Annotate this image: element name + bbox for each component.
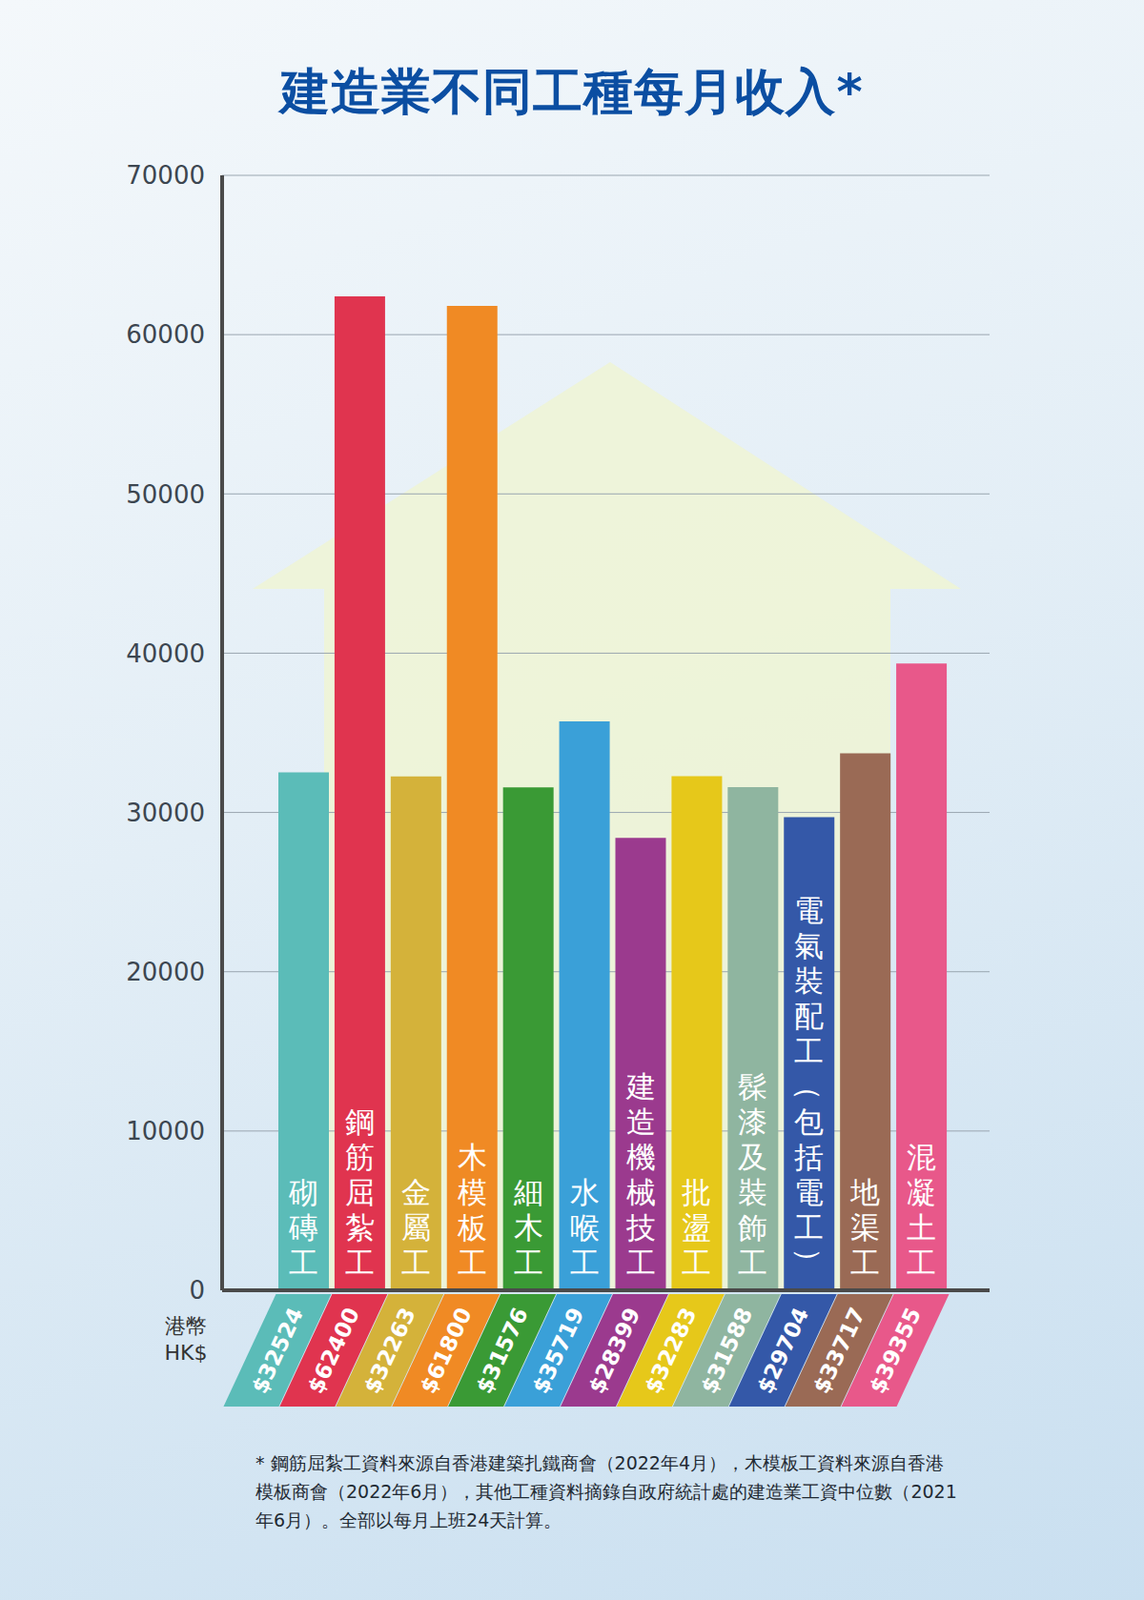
svg-text:工: 工 [906, 1246, 937, 1281]
svg-text:工: 工 [794, 1034, 824, 1069]
svg-text:括: 括 [794, 1140, 824, 1175]
svg-text:工: 工 [513, 1246, 544, 1281]
html-text:港幣: 港幣 [164, 1314, 207, 1339]
svg-text:砌: 砌 [287, 1175, 319, 1210]
svg-text:土: 土 [906, 1210, 937, 1246]
svg-text:$28399: $28399 [583, 1304, 645, 1398]
svg-text:髹: 髹 [737, 1069, 768, 1104]
svg-text:10000: 10000 [125, 1117, 205, 1146]
svg-text:金: 金 [401, 1175, 431, 1210]
svg-text:凝: 凝 [906, 1175, 937, 1210]
svg-text:批: 批 [681, 1175, 712, 1210]
svg-text:裝: 裝 [737, 1175, 768, 1210]
svg-text:$39355: $39355 [864, 1304, 926, 1398]
html-text:建造業不同工種每月收入*: 建造業不同工種每月收入* [280, 62, 864, 121]
svg-text:磚: 磚 [287, 1210, 319, 1246]
svg-text:40000: 40000 [125, 639, 205, 669]
svg-text:木: 木 [513, 1210, 544, 1246]
svg-text:$33717: $33717 [808, 1304, 870, 1398]
svg-text:$35719: $35719 [527, 1304, 589, 1398]
html-text:HK$: HK$ [164, 1341, 208, 1366]
svg-text:紮: 紮 [345, 1210, 375, 1246]
svg-text:配: 配 [794, 999, 824, 1034]
svg-text:$29704: $29704 [752, 1304, 814, 1398]
svg-text:建: 建 [625, 1069, 656, 1104]
svg-text:模: 模 [457, 1175, 488, 1210]
svg-text:筋: 筋 [345, 1140, 375, 1175]
svg-text:混: 混 [906, 1140, 937, 1175]
svg-text:漆: 漆 [737, 1104, 768, 1140]
svg-text:細: 細 [512, 1175, 544, 1210]
svg-text:工: 工 [681, 1246, 712, 1281]
svg-text:喉: 喉 [570, 1210, 600, 1246]
svg-text:工: 工 [570, 1246, 600, 1281]
svg-text:）: ） [792, 1247, 827, 1278]
svg-text:水: 水 [570, 1175, 600, 1210]
svg-text:渠: 渠 [850, 1210, 880, 1246]
svg-text:$61800: $61800 [415, 1304, 477, 1398]
svg-text:機: 機 [626, 1140, 656, 1175]
svg-text:0: 0 [188, 1276, 205, 1306]
svg-text:50000: 50000 [125, 480, 205, 510]
svg-text:盪: 盪 [681, 1210, 712, 1246]
svg-text:工: 工 [345, 1246, 375, 1281]
svg-text:工: 工 [850, 1246, 880, 1281]
svg-text:工: 工 [288, 1246, 319, 1281]
svg-text:包: 包 [794, 1104, 824, 1140]
svg-text:裝: 裝 [794, 963, 824, 999]
svg-text:電: 電 [794, 1175, 824, 1210]
svg-text:$31588: $31588 [696, 1304, 758, 1398]
svg-text:電: 電 [794, 893, 824, 928]
svg-text:及: 及 [737, 1140, 768, 1175]
svg-text:70000: 70000 [125, 161, 205, 190]
svg-text:鋼: 鋼 [345, 1104, 375, 1140]
svg-text:工: 工 [794, 1210, 824, 1246]
svg-text:$32263: $32263 [359, 1304, 421, 1398]
svg-text:工: 工 [737, 1246, 768, 1281]
svg-text:屈: 屈 [345, 1175, 375, 1210]
svg-text:$62400: $62400 [302, 1304, 365, 1398]
svg-text:工: 工 [457, 1246, 488, 1281]
svg-text:械: 械 [626, 1175, 656, 1210]
svg-text:工: 工 [626, 1246, 656, 1281]
svg-text:（: （ [792, 1071, 827, 1102]
html-text:* 鋼筋屈紮工資料來源自香港建築扎鐵商會（2022年4月），: * 鋼筋屈紮工資料來源自香港建築扎鐵商會（2022年4月），木模板工資料來源自香… [255, 1452, 957, 1532]
svg-text:$32524: $32524 [246, 1304, 308, 1398]
svg-text:板: 板 [456, 1210, 488, 1246]
svg-text:60000: 60000 [125, 320, 205, 349]
svg-text:$32283: $32283 [639, 1304, 702, 1398]
svg-text:20000: 20000 [125, 958, 205, 987]
svg-text:屬: 屬 [401, 1210, 431, 1246]
svg-text:技: 技 [625, 1210, 656, 1246]
svg-text:$31576: $31576 [471, 1304, 533, 1398]
svg-text:地: 地 [849, 1175, 880, 1210]
svg-text:30000: 30000 [125, 798, 205, 828]
svg-text:飾: 飾 [737, 1210, 768, 1246]
svg-text:工: 工 [401, 1246, 431, 1281]
svg-text:造: 造 [626, 1104, 656, 1140]
svg-text:氣: 氣 [794, 928, 824, 963]
svg-text:木: 木 [457, 1140, 488, 1175]
